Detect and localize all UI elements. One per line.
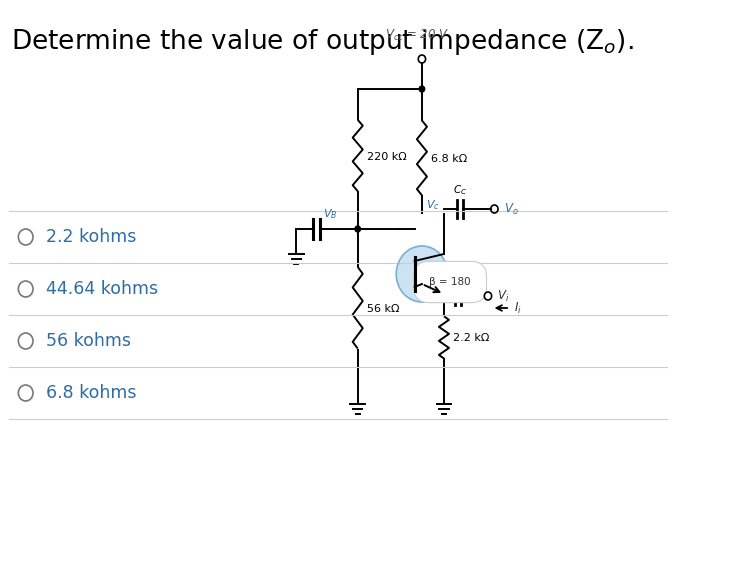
Text: 6.8 kohms: 6.8 kohms [46, 384, 136, 402]
Text: 2.2 kohms: 2.2 kohms [46, 228, 136, 246]
Text: 220 kΩ: 220 kΩ [367, 152, 407, 162]
Text: $I_i$: $I_i$ [514, 301, 521, 316]
Text: $C_C$: $C_C$ [453, 183, 467, 197]
Text: 2.2 kΩ: 2.2 kΩ [453, 333, 489, 343]
Text: $V_{cc}$ = 20 V: $V_{cc}$ = 20 V [385, 28, 450, 43]
Text: $V_i$: $V_i$ [497, 288, 509, 303]
Circle shape [355, 226, 360, 232]
Circle shape [397, 246, 447, 302]
Text: 56 kΩ: 56 kΩ [367, 304, 399, 314]
Text: 44.64 kohms: 44.64 kohms [46, 280, 158, 298]
Text: $V_B$: $V_B$ [323, 207, 338, 221]
Circle shape [419, 86, 425, 92]
Text: 56 kohms: 56 kohms [46, 332, 131, 350]
Text: Determine the value of output impedance (Z$_o$).: Determine the value of output impedance … [11, 27, 634, 57]
Text: $V_c$: $V_c$ [425, 198, 439, 212]
Text: β = 180: β = 180 [429, 277, 471, 287]
Text: $V_o$: $V_o$ [503, 201, 518, 217]
Text: 6.8 kΩ: 6.8 kΩ [431, 154, 467, 164]
